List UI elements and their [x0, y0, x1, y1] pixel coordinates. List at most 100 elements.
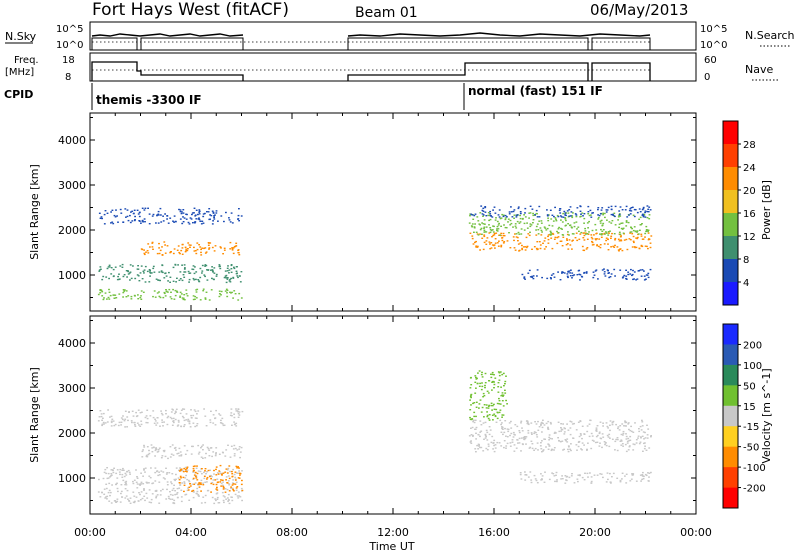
velocity-point — [234, 479, 237, 481]
velocity-point — [116, 487, 119, 490]
velocity-point — [196, 472, 199, 475]
power-point — [191, 212, 194, 214]
velocity-point — [226, 488, 229, 491]
power-point — [169, 217, 172, 219]
power-point — [186, 213, 188, 216]
velocity-point — [192, 477, 195, 480]
velocity-point — [470, 396, 472, 399]
velocity-point — [183, 419, 186, 422]
velocity-point — [580, 448, 582, 450]
velocity-point — [226, 482, 228, 484]
power-point — [512, 210, 515, 213]
power-point — [124, 208, 127, 210]
power-point — [583, 239, 586, 241]
velocity-point — [107, 409, 109, 411]
velocity-point — [509, 445, 512, 447]
power-point — [579, 216, 582, 218]
power-point — [580, 231, 583, 234]
power-point — [475, 246, 478, 248]
power-point — [116, 278, 119, 281]
power-point — [141, 207, 144, 209]
colorbar-segment — [723, 426, 738, 447]
power-point — [184, 267, 186, 269]
power-point — [101, 278, 104, 281]
velocity-point — [221, 479, 224, 481]
power-point — [182, 212, 185, 214]
power-point — [99, 266, 102, 268]
velocity-point — [502, 405, 505, 407]
velocity-point — [188, 421, 191, 423]
velocity-point — [579, 420, 582, 422]
velocity-point — [485, 429, 488, 432]
velocity-point — [587, 442, 589, 444]
power-point — [648, 206, 651, 208]
velocity-point — [482, 450, 485, 452]
colorbar-tick-label: -100 — [743, 463, 766, 474]
power-point — [613, 233, 616, 235]
power-point — [228, 272, 230, 274]
power-point — [150, 272, 153, 274]
velocity-point — [588, 435, 591, 438]
power-point — [159, 279, 161, 282]
power-point — [645, 225, 648, 228]
power-point — [601, 269, 604, 271]
nsky-panel: N.Sky 10^5 10^0 10^5 10^0 N.Search — [5, 21, 795, 51]
power-point — [152, 267, 155, 270]
power-point — [513, 217, 515, 219]
velocity-point — [103, 493, 106, 495]
velocity-point — [241, 479, 243, 482]
power-point — [472, 218, 475, 220]
power-point — [556, 242, 559, 245]
velocity-point — [469, 409, 472, 411]
velocity-point — [557, 421, 560, 423]
velocity-point — [203, 475, 206, 477]
velocity-point — [172, 487, 175, 490]
nave-label: Nave — [745, 63, 773, 76]
power-point — [108, 288, 110, 291]
velocity-point — [544, 471, 546, 473]
power-point — [644, 232, 647, 235]
power-point — [584, 227, 586, 230]
power-point — [209, 218, 211, 220]
power-point — [614, 224, 617, 226]
velocity-point — [186, 466, 189, 468]
velocity-point — [226, 469, 229, 471]
velocity-point — [540, 479, 542, 481]
velocity-point — [470, 384, 473, 386]
power-point — [538, 220, 541, 222]
power-point — [555, 218, 557, 220]
velocity-point — [116, 498, 119, 500]
velocity-point — [648, 472, 651, 474]
power-point — [513, 214, 516, 216]
power-point — [566, 210, 569, 212]
velocity-point — [485, 404, 488, 406]
power-point — [111, 209, 114, 211]
power-point — [196, 248, 199, 251]
power-point — [648, 238, 650, 240]
power-point — [139, 296, 142, 299]
velocity-point — [195, 467, 198, 469]
velocity-point — [486, 415, 489, 418]
velocity-point — [118, 471, 121, 473]
power-point — [639, 216, 642, 219]
velocity-point — [555, 471, 558, 474]
velocity-point — [183, 424, 186, 426]
velocity-point — [143, 489, 145, 491]
velocity-point — [222, 424, 225, 427]
velocity-point — [167, 495, 170, 498]
power-point — [99, 217, 102, 219]
velocity-point — [195, 476, 198, 478]
velocity-point — [606, 425, 609, 428]
velocity-point — [160, 470, 163, 472]
power-point — [635, 237, 637, 239]
velocity-point — [195, 477, 198, 479]
velocity-point — [196, 492, 198, 495]
power-point — [506, 240, 509, 242]
power-point — [205, 264, 208, 267]
power-point — [204, 252, 207, 254]
velocity-point — [204, 468, 207, 470]
colorbar-tick-label: 15 — [743, 402, 756, 413]
velocity-point — [146, 456, 149, 458]
power-point — [483, 226, 486, 228]
power-point — [99, 289, 102, 291]
